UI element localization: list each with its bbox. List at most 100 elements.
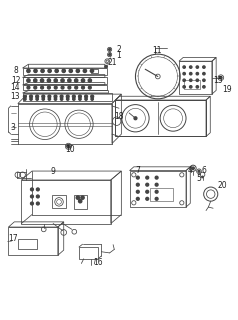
Text: 18: 18 xyxy=(114,112,124,121)
Circle shape xyxy=(54,86,57,89)
Circle shape xyxy=(83,69,87,73)
Circle shape xyxy=(67,98,69,100)
Circle shape xyxy=(27,69,30,73)
Bar xyxy=(91,69,98,73)
Circle shape xyxy=(91,95,94,98)
Circle shape xyxy=(189,73,192,75)
Text: 20: 20 xyxy=(218,181,227,190)
Circle shape xyxy=(36,195,39,198)
Circle shape xyxy=(183,66,185,68)
Circle shape xyxy=(90,69,94,73)
Circle shape xyxy=(61,86,64,89)
Circle shape xyxy=(189,66,192,68)
Text: 1: 1 xyxy=(117,51,121,60)
Circle shape xyxy=(196,86,198,88)
Circle shape xyxy=(85,95,88,98)
Circle shape xyxy=(41,86,44,89)
Circle shape xyxy=(183,86,185,88)
Circle shape xyxy=(81,79,85,82)
Circle shape xyxy=(155,183,158,186)
Circle shape xyxy=(155,176,158,179)
Text: 8: 8 xyxy=(13,66,18,75)
Circle shape xyxy=(27,86,30,89)
Circle shape xyxy=(203,73,205,75)
Circle shape xyxy=(189,86,192,88)
Text: 5: 5 xyxy=(197,174,201,183)
Text: 9: 9 xyxy=(51,167,56,176)
Circle shape xyxy=(40,79,44,82)
Circle shape xyxy=(55,69,58,73)
Circle shape xyxy=(203,86,205,88)
Circle shape xyxy=(146,190,149,193)
Circle shape xyxy=(76,196,79,199)
Circle shape xyxy=(76,69,79,73)
Bar xyxy=(23,68,107,75)
Text: 7: 7 xyxy=(135,166,140,175)
Bar xyxy=(23,77,107,84)
Circle shape xyxy=(34,79,37,82)
Circle shape xyxy=(192,167,194,169)
Circle shape xyxy=(69,69,72,73)
Circle shape xyxy=(48,95,51,98)
Circle shape xyxy=(136,176,139,179)
Text: 15: 15 xyxy=(213,76,223,84)
Circle shape xyxy=(54,79,57,82)
Circle shape xyxy=(36,95,39,98)
Text: 10: 10 xyxy=(65,145,74,154)
Circle shape xyxy=(196,79,198,81)
Circle shape xyxy=(41,69,44,73)
Text: 19: 19 xyxy=(222,85,232,94)
Text: 4: 4 xyxy=(187,166,192,175)
Circle shape xyxy=(36,188,39,191)
Text: 6: 6 xyxy=(201,166,206,175)
Text: 21: 21 xyxy=(107,58,117,67)
Text: 12: 12 xyxy=(11,76,20,84)
Circle shape xyxy=(196,73,198,75)
Circle shape xyxy=(202,176,203,178)
Circle shape xyxy=(67,145,70,148)
Circle shape xyxy=(27,79,30,82)
Text: 17: 17 xyxy=(8,234,18,243)
Bar xyxy=(21,180,111,223)
Circle shape xyxy=(88,79,91,82)
Circle shape xyxy=(220,76,222,79)
Circle shape xyxy=(30,95,32,98)
Text: 16: 16 xyxy=(93,258,103,267)
Bar xyxy=(74,195,87,209)
Circle shape xyxy=(85,98,87,100)
Circle shape xyxy=(136,197,139,200)
Circle shape xyxy=(146,197,149,200)
Circle shape xyxy=(30,195,33,198)
Bar xyxy=(184,80,200,89)
Circle shape xyxy=(183,79,185,81)
Circle shape xyxy=(62,69,65,73)
Text: 13: 13 xyxy=(11,92,20,101)
Circle shape xyxy=(60,95,63,98)
Bar xyxy=(179,61,212,94)
Circle shape xyxy=(89,86,91,89)
Bar xyxy=(18,239,37,249)
Circle shape xyxy=(66,95,69,98)
Circle shape xyxy=(73,98,75,100)
Circle shape xyxy=(79,199,82,203)
Text: 3: 3 xyxy=(11,123,15,132)
Circle shape xyxy=(203,66,205,68)
Circle shape xyxy=(48,86,50,89)
Circle shape xyxy=(74,79,78,82)
Circle shape xyxy=(48,69,51,73)
Bar xyxy=(115,100,206,136)
Circle shape xyxy=(68,79,71,82)
Circle shape xyxy=(30,188,33,191)
Bar xyxy=(23,93,112,101)
Circle shape xyxy=(24,95,26,98)
Bar xyxy=(79,247,98,259)
Circle shape xyxy=(34,86,37,89)
Circle shape xyxy=(36,98,38,100)
Circle shape xyxy=(109,54,110,56)
Circle shape xyxy=(189,79,192,81)
Circle shape xyxy=(203,79,205,81)
Circle shape xyxy=(54,98,57,100)
Circle shape xyxy=(60,98,63,100)
Circle shape xyxy=(105,66,107,68)
Circle shape xyxy=(79,95,81,98)
